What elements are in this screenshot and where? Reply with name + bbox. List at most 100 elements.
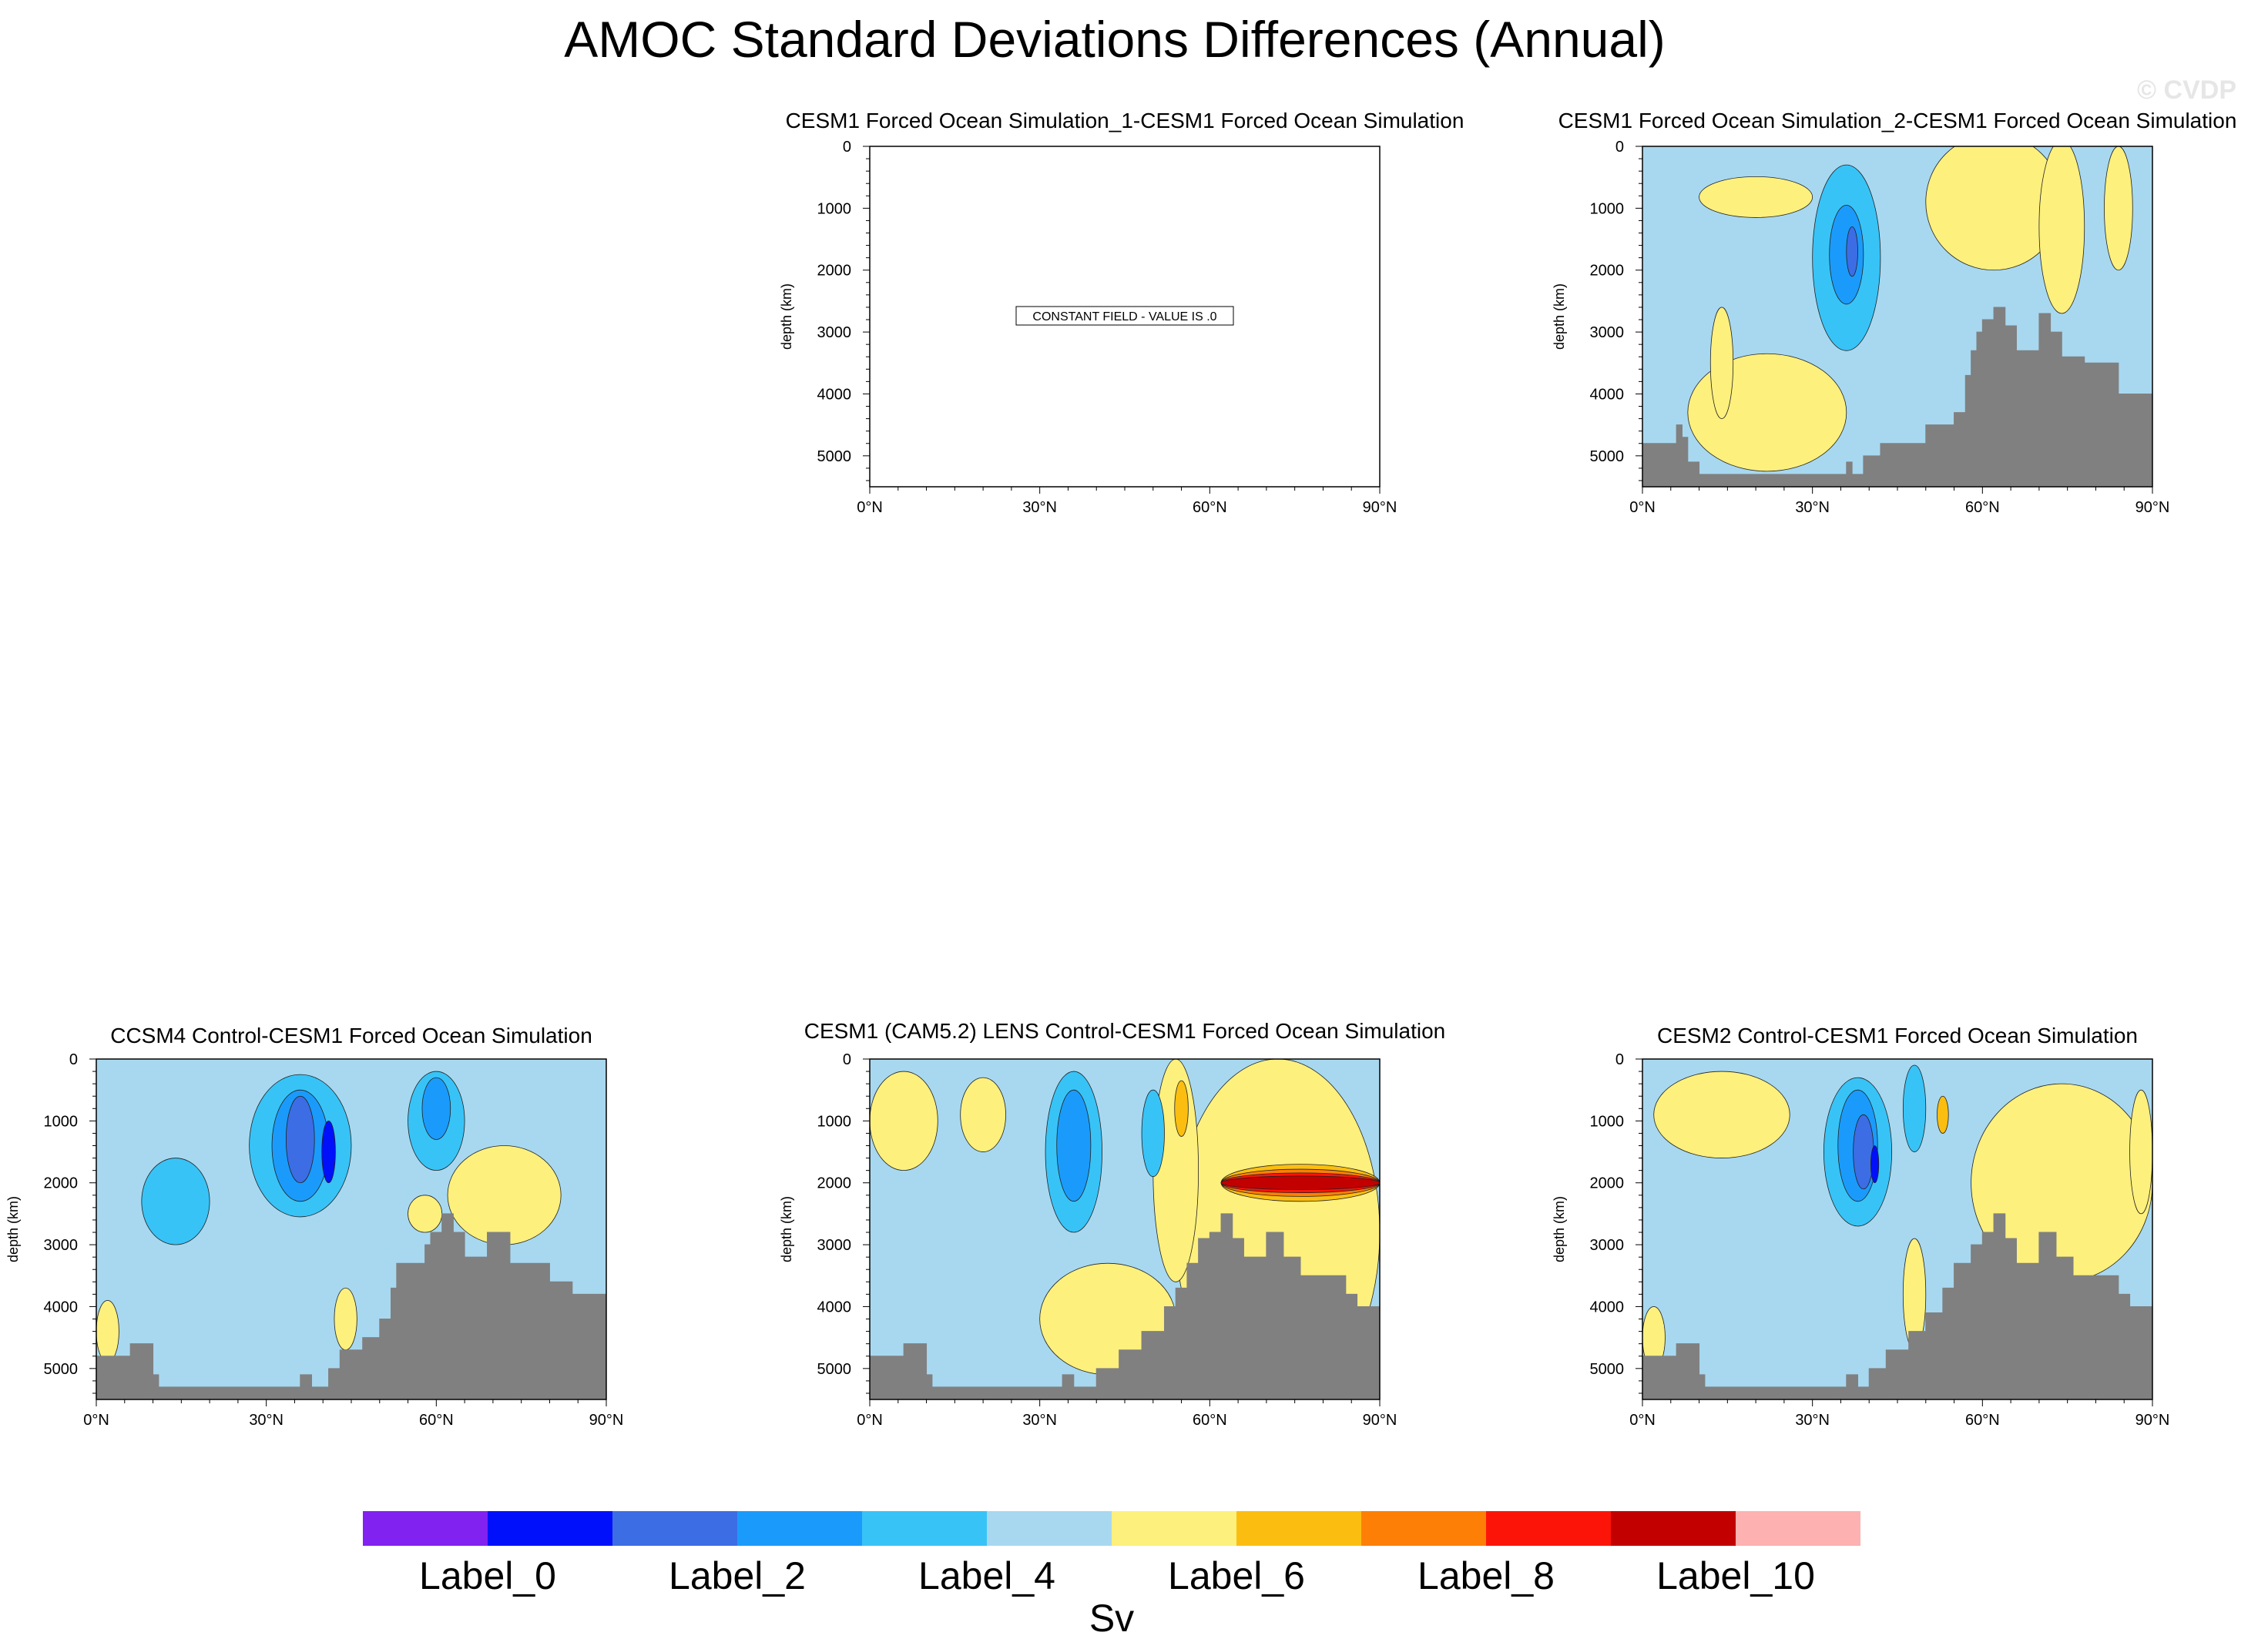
- y-tick-label: 3000: [817, 324, 852, 341]
- x-tick-label: 90°N: [1363, 499, 1397, 516]
- colorbar-label: Label_2: [669, 1554, 806, 1597]
- y-tick-label: 2000: [817, 1175, 852, 1192]
- ocean-floor-mask: [96, 1213, 606, 1399]
- y-tick-label: 4000: [817, 386, 852, 403]
- contour-region: [1846, 226, 1858, 277]
- y-axis-label: depth (km): [1552, 1196, 1567, 1262]
- y-tick-label: 5000: [817, 448, 852, 465]
- plot-area: [1642, 146, 2152, 487]
- panel-title: CESM1 (CAM5.2) LENS Control-CESM1 Forced…: [804, 1019, 1446, 1043]
- contour-region: [1870, 1145, 1880, 1184]
- contour-region: [2129, 1089, 2152, 1215]
- ocean-floor-mask: [870, 1213, 1380, 1399]
- panel-5: CESM2 Control-CESM1 Forced Ocean Simulat…: [1552, 1024, 2169, 1429]
- colorbar-swatch: [1611, 1511, 1736, 1546]
- contour-region: [1937, 1095, 1949, 1134]
- colorbar-swatch: [488, 1511, 612, 1546]
- plot-area: [96, 1059, 606, 1399]
- y-tick-label: 2000: [44, 1175, 79, 1192]
- colorbar-label: Label_0: [419, 1554, 556, 1597]
- y-tick-label: 1000: [1590, 1113, 1625, 1130]
- x-tick-label: 60°N: [1965, 1412, 2000, 1429]
- watermark: © CVDP: [2137, 75, 2236, 105]
- contour-region: [1699, 176, 1813, 218]
- colorbar-swatch: [1736, 1511, 1860, 1546]
- x-tick-label: 0°N: [1629, 1412, 1656, 1429]
- y-tick-label: 1000: [817, 1113, 852, 1130]
- y-tick-label: 0: [1615, 139, 1624, 156]
- x-tick-label: 60°N: [419, 1412, 454, 1429]
- contour-region: [1709, 307, 1734, 420]
- x-tick-label: 0°N: [857, 1412, 883, 1429]
- contour-region: [2104, 146, 2133, 271]
- contour-region: [1220, 1175, 1380, 1190]
- plot-area: [1642, 1059, 2152, 1399]
- contour-region: [1653, 1071, 1790, 1158]
- y-tick-label: 2000: [1590, 1175, 1625, 1192]
- panel-4: CESM1 (CAM5.2) LENS Control-CESM1 Forced…: [779, 1019, 1445, 1429]
- y-tick-label: 2000: [817, 263, 852, 280]
- colorbar-label: Label_6: [1168, 1554, 1305, 1597]
- contour-region: [1141, 1089, 1165, 1178]
- ocean-floor-mask: [1642, 1213, 2152, 1399]
- colorbar-label: Label_8: [1418, 1554, 1555, 1597]
- y-tick-label: 4000: [1590, 386, 1625, 403]
- y-tick-label: 0: [69, 1051, 78, 1068]
- contour-region: [447, 1145, 562, 1245]
- contour-region: [2038, 146, 2085, 314]
- panel-title: CESM1 Forced Ocean Simulation_2-CESM1 Fo…: [1558, 109, 2237, 132]
- panel-1: CESM1 Forced Ocean Simulation_1-CESM1 Fo…: [779, 109, 1464, 516]
- colorbar-swatch: [1361, 1511, 1486, 1546]
- x-tick-label: 0°N: [1629, 499, 1656, 516]
- x-tick-label: 90°N: [1363, 1412, 1397, 1429]
- y-tick-label: 5000: [44, 1361, 79, 1378]
- constant-field-box: [1015, 306, 1234, 326]
- x-tick-label: 90°N: [589, 1412, 624, 1429]
- x-tick-label: 60°N: [1193, 1412, 1227, 1429]
- y-axis-label: depth (km): [5, 1196, 21, 1262]
- panel-title: CCSM4 Control-CESM1 Forced Ocean Simulat…: [110, 1024, 592, 1047]
- colorbar-swatch: [987, 1511, 1112, 1546]
- y-axis-label: depth (km): [779, 283, 794, 350]
- y-tick-label: 3000: [817, 1237, 852, 1254]
- colorbar-swatch: [363, 1511, 488, 1546]
- ocean-floor-mask: [1642, 307, 2152, 487]
- y-tick-label: 3000: [1590, 324, 1625, 341]
- plot-area: [870, 1059, 1380, 1399]
- y-tick-label: 1000: [44, 1113, 79, 1130]
- y-tick-label: 4000: [817, 1299, 852, 1316]
- x-tick-label: 90°N: [2135, 1412, 2170, 1429]
- colorbar: Label_0 Label_2 Label_4 Label_6 Label_8 Label…: [363, 1511, 1860, 1640]
- y-tick-label: 3000: [44, 1237, 79, 1254]
- y-axis-label: depth (km): [779, 1196, 794, 1262]
- contour-region: [960, 1077, 1006, 1152]
- x-tick-label: 30°N: [1795, 499, 1830, 516]
- y-tick-label: 4000: [44, 1299, 79, 1316]
- y-tick-label: 0: [1615, 1051, 1624, 1068]
- y-axis-label: depth (km): [1552, 283, 1567, 350]
- y-tick-label: 1000: [1590, 200, 1625, 217]
- x-tick-label: 30°N: [1022, 499, 1057, 516]
- colorbar-swatch: [1236, 1511, 1361, 1546]
- contour-region: [286, 1095, 315, 1184]
- x-tick-label: 90°N: [2135, 499, 2170, 516]
- panel-grid: CESM1 Forced Ocean Simulation_1-CESM1 Fo…: [5, 109, 2236, 1429]
- contour-region: [1174, 1080, 1189, 1137]
- constant-field-message: CONSTANT FIELD - VALUE IS .0: [1032, 310, 1216, 323]
- figure-title: AMOC Standard Deviations Differences (An…: [564, 11, 1665, 68]
- y-tick-label: 4000: [1590, 1299, 1625, 1316]
- y-tick-label: 3000: [1590, 1237, 1625, 1254]
- contour-region: [421, 1077, 451, 1140]
- colorbar-swatch: [612, 1511, 737, 1546]
- panel-title: CESM1 Forced Ocean Simulation_1-CESM1 Fo…: [786, 109, 1464, 132]
- colorbar-swatch: [737, 1511, 862, 1546]
- contour-region: [870, 1071, 938, 1171]
- y-tick-label: 5000: [1590, 448, 1625, 465]
- x-tick-label: 60°N: [1965, 499, 2000, 516]
- panel-2: CESM1 Forced Ocean Simulation_2-CESM1 Fo…: [1552, 109, 2236, 516]
- panel-title: CESM2 Control-CESM1 Forced Ocean Simulat…: [1657, 1024, 2138, 1047]
- panel-3: CCSM4 Control-CESM1 Forced Ocean Simulat…: [5, 1024, 623, 1429]
- contour-region: [408, 1195, 443, 1233]
- contour-region: [321, 1120, 336, 1184]
